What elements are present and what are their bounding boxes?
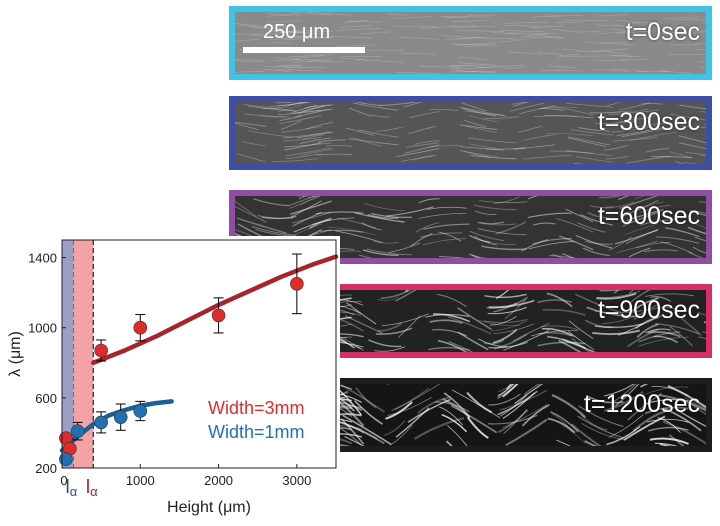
x-tick-label: 3000 <box>282 473 311 488</box>
fiber-texture <box>235 12 706 74</box>
data-point-series-1 <box>59 452 73 467</box>
x-tick-label: 2000 <box>204 473 233 488</box>
data-point-series-1 <box>133 404 148 418</box>
scale-bar <box>243 47 365 53</box>
band-l_alpha_red <box>73 240 94 468</box>
data-point-series-0 <box>290 277 304 291</box>
y-tick-label: 200 <box>35 461 57 476</box>
data-point-series-1 <box>94 415 108 430</box>
y-tick-label: 1400 <box>28 251 57 266</box>
wavelength-vs-height-chart: 1000 2000 3000 0 200 600 1000 1400 lα lα Height (μ… <box>0 236 340 521</box>
axes-frame <box>61 239 337 469</box>
data-point-series-1 <box>70 424 85 438</box>
fiber-texture <box>235 102 706 164</box>
microscopy-panel: t=0sec 250 μm <box>229 6 712 80</box>
microscopy-panel: t=300sec <box>229 96 712 170</box>
band-label-l_alpha_blue: lα <box>66 477 78 499</box>
panel-time-label: t=0sec <box>625 18 700 46</box>
legend-entry-series-1: Width=1mm <box>208 422 305 442</box>
panel-time-label: t=1200sec <box>583 390 700 418</box>
scale-bar-label: 250 μm <box>263 21 331 43</box>
data-point-series-0 <box>211 308 226 323</box>
x-tick-label: 0 <box>60 473 67 488</box>
data-point-series-1 <box>113 410 128 424</box>
panel-time-label: t=300sec <box>597 108 700 136</box>
x-tick-label: 1000 <box>126 473 155 488</box>
panel-time-label: t=600sec <box>597 202 700 230</box>
data-point-series-0 <box>94 343 108 358</box>
y-axis-label: λ (μm) <box>7 331 24 377</box>
band-label-l_alpha_red: lα <box>86 477 98 499</box>
y-tick-label: 1000 <box>28 321 57 336</box>
data-point-series-0 <box>133 320 148 335</box>
plot-area <box>62 240 336 468</box>
panel-time-label: t=900sec <box>597 296 700 324</box>
legend-entry-series-0: Width=3mm <box>208 398 305 418</box>
x-axis-label: Height (μm) <box>167 499 251 516</box>
y-tick-label: 600 <box>35 391 57 406</box>
band-l_alpha_blue <box>62 240 74 468</box>
